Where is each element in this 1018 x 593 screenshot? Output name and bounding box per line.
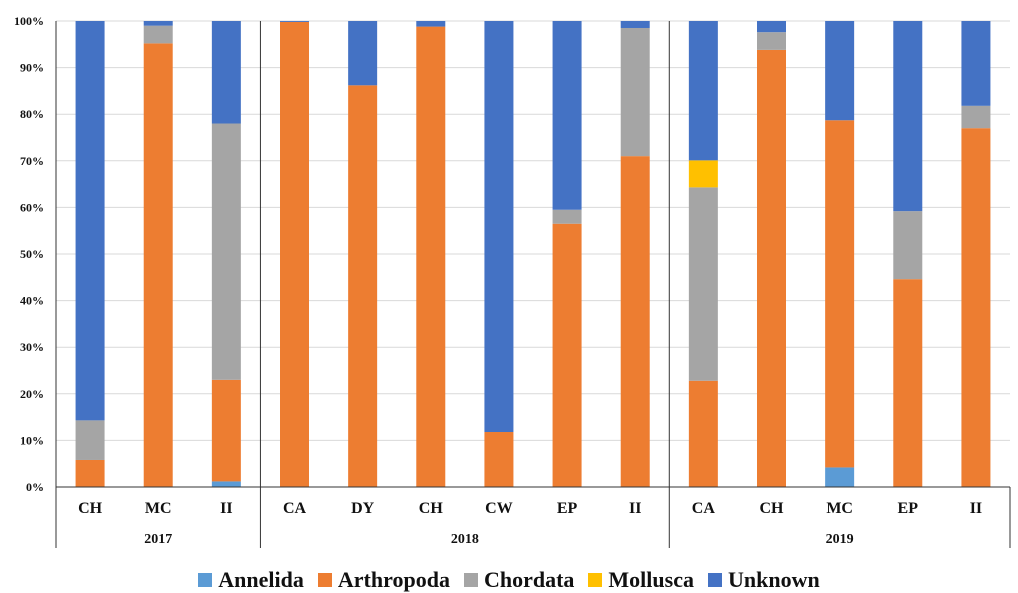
bar-segment-chordata <box>620 27 650 157</box>
x-tick-label: EP <box>557 500 578 517</box>
x-tick-label: II <box>970 500 982 517</box>
bar-segment-unknown <box>961 21 991 106</box>
x-tick-label: MC <box>826 500 853 517</box>
y-tick-label: 20% <box>20 387 44 401</box>
bar-segment-arthropoda <box>348 85 378 488</box>
legend-item-annelida: Annelida <box>198 567 304 593</box>
y-tick-label: 50% <box>20 247 44 261</box>
bar-segment-chordata <box>143 25 173 44</box>
group-label: 2018 <box>451 532 479 547</box>
legend-swatch <box>317 572 332 587</box>
x-tick-label: CH <box>419 500 444 517</box>
x-tick-label: MC <box>145 500 172 517</box>
bar-segment-chordata <box>757 32 786 50</box>
legend-item-unknown: Unknown <box>707 566 820 593</box>
bar-segment-arthropoda <box>143 43 173 487</box>
bar-segment-unknown <box>280 21 309 22</box>
bar-segment-unknown <box>893 21 923 212</box>
bar-segment-arthropoda <box>211 379 241 482</box>
bar-segment-arthropoda <box>280 21 309 487</box>
legend-label: Arthropoda <box>337 566 450 592</box>
bar-segment-arthropoda <box>825 120 855 468</box>
bar-segment-unknown <box>688 21 718 161</box>
bar-segment-mollusca <box>688 160 718 188</box>
chart-legend: Annelida Arthropoda Chordata Mollusca Unknow… <box>0 566 1018 593</box>
legend-label: Chordata <box>483 566 575 592</box>
bar-segment-chordata <box>893 211 923 280</box>
legend-label: Annelida <box>218 566 304 592</box>
bar-segment-unknown <box>211 21 241 124</box>
bar-segment-unknown <box>757 21 786 33</box>
bar-segment-chordata <box>75 420 105 460</box>
legend-label: Mollusca <box>608 566 694 592</box>
bar-segment-unknown <box>552 21 582 210</box>
bar-segment-arthropoda <box>961 128 991 487</box>
group-label: 2019 <box>826 532 854 547</box>
bar-segment-unknown <box>620 21 650 28</box>
group-label: 2017 <box>144 532 172 547</box>
y-tick-label: 100% <box>14 14 44 28</box>
y-tick-label: 80% <box>20 107 44 121</box>
y-tick-label: 10% <box>20 433 44 447</box>
x-tick-label: CA <box>692 500 716 517</box>
legend-swatch <box>707 572 722 587</box>
bar-segment-chordata <box>961 105 991 129</box>
legend-label: Unknown <box>727 566 820 592</box>
legend-item-mollusca: Mollusca <box>588 567 694 593</box>
bar-segment-chordata <box>211 123 241 380</box>
x-tick-label: DY <box>351 500 375 517</box>
x-tick-label: II <box>220 500 232 517</box>
legend-swatch <box>588 572 603 587</box>
bar-segment-arthropoda <box>620 156 650 487</box>
y-tick-label: 40% <box>20 294 44 308</box>
bar-segment-annelida <box>825 467 855 487</box>
bar-segment-unknown <box>484 21 514 433</box>
x-tick-label: EP <box>898 500 919 517</box>
legend-item-chordata: Chordata <box>463 566 575 593</box>
x-tick-label: CA <box>283 500 307 517</box>
x-tick-label: CW <box>485 500 513 517</box>
x-tick-label: II <box>629 500 641 517</box>
bar-segment-unknown <box>75 21 105 421</box>
y-tick-label: 90% <box>20 61 44 75</box>
bar-segment-arthropoda <box>416 26 446 487</box>
bar-segment-unknown <box>416 21 446 27</box>
bar-segment-chordata <box>552 209 582 224</box>
x-tick-label: CH <box>78 500 103 517</box>
bar-segment-unknown <box>825 21 855 121</box>
bar-segment-arthropoda <box>75 459 105 487</box>
y-tick-label: 60% <box>20 200 44 214</box>
bar-segment-arthropoda <box>552 223 582 487</box>
bar-segment-arthropoda <box>688 380 718 487</box>
legend-swatch <box>463 572 478 587</box>
legend-swatch <box>198 572 213 587</box>
bar-segment-arthropoda <box>484 432 514 487</box>
legend-item-arthropoda: Arthropoda <box>317 566 450 593</box>
bar-segment-chordata <box>688 187 718 381</box>
bar-segment-arthropoda <box>893 279 923 487</box>
x-tick-label: CH <box>760 500 785 517</box>
y-tick-label: 30% <box>20 340 44 354</box>
y-tick-label: 70% <box>20 154 44 168</box>
bar-segment-unknown <box>348 21 378 86</box>
y-tick-label: 0% <box>26 480 44 494</box>
bar-segment-unknown <box>143 21 173 26</box>
bar-segment-annelida <box>211 481 241 487</box>
bar-segment-arthropoda <box>757 49 786 487</box>
